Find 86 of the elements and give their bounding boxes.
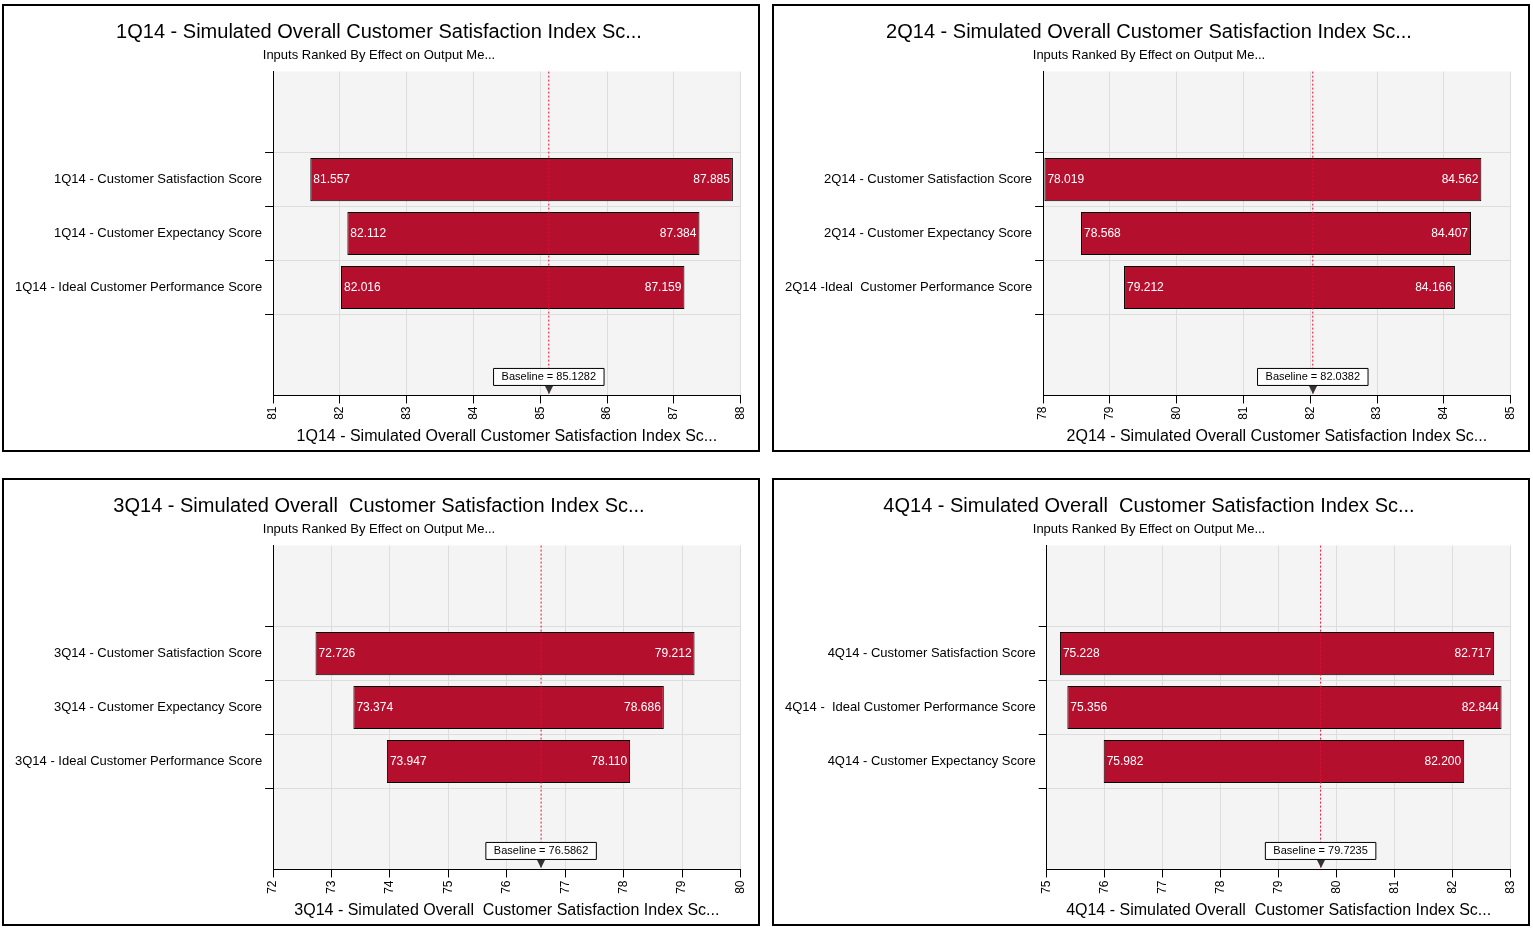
y-tick-label: 2Q14 - Customer Satisfaction Score — [824, 171, 1033, 187]
x-tick-label: 80 — [1168, 406, 1183, 420]
x-tick-label: 78 — [1035, 406, 1050, 420]
x-tick-label: 83 — [1369, 406, 1384, 420]
x-axis-title: 1Q14 - Simulated Overall Customer Satisfaction Index Sc... — [116, 19, 642, 42]
y-tick-label: 3Q14 - Customer Expectancy Score — [54, 699, 263, 715]
annotation: 78.110 — [591, 753, 628, 768]
chart-subtitle: Inputs Ranked By Effect on Output Me... — [262, 521, 496, 537]
annotation: 75.356 — [1070, 699, 1108, 714]
x-tick-label: 78 — [616, 880, 631, 894]
x-tick-label: 79 — [674, 880, 689, 894]
annotation: 81.557 — [313, 171, 351, 186]
y-tick-label: 2Q14 -Ideal Customer Performance Score — [785, 279, 1033, 295]
x-tick-label: 81 — [1386, 880, 1401, 894]
x-tick-label: 86 — [599, 406, 614, 420]
annotation: 78.568 — [1084, 225, 1122, 240]
ref-line-label: Baseline = 85.1282 — [501, 370, 597, 383]
annotation: 78.686 — [624, 699, 662, 714]
y-tick-label: 1Q14 - Customer Satisfaction Score — [54, 171, 263, 187]
x-tick-label: 83 — [1502, 880, 1517, 894]
x-tick-label: 88 — [732, 406, 747, 420]
chart-subtitle: Inputs Ranked By Effect on Output Me... — [262, 47, 496, 63]
text: 2Q14 - Simulated Overall Customer Satisfaction Index Sc... — [1066, 426, 1488, 444]
x-tick-label: 85 — [532, 406, 547, 420]
annotation: 87.159 — [644, 279, 682, 294]
x-tick-label: 80 — [732, 880, 747, 894]
x-tick-label: 80 — [1328, 880, 1343, 894]
annotation: 79.212 — [654, 645, 692, 660]
annotation: 87.885 — [693, 171, 731, 186]
annotation: 79.212 — [1127, 279, 1165, 294]
x-tick-label: 82 — [1302, 406, 1317, 420]
x-tick-label: 84 — [465, 406, 480, 420]
x-tick-label: 83 — [398, 406, 413, 420]
annotation: 75.982 — [1106, 753, 1144, 768]
x-tick-label: 76 — [499, 880, 514, 894]
x-tick-label: 77 — [1155, 880, 1169, 894]
y-tick-label: 1Q14 - Customer Expectancy Score — [54, 225, 263, 241]
annotation: 82.200 — [1424, 753, 1462, 768]
x-tick-label: 77 — [557, 880, 572, 894]
text: 3Q14 - Simulated Overall Customer Satisfaction Index Sc... — [294, 900, 720, 918]
x-tick-label: 75 — [1039, 880, 1054, 894]
annotation: 87.384 — [659, 225, 697, 240]
x-tick-label: 79 — [1102, 406, 1117, 420]
chart-subtitle: Inputs Ranked By Effect on Output Me... — [1032, 47, 1266, 63]
annotation: 84.407 — [1431, 225, 1469, 240]
x-tick-label: 73 — [323, 880, 338, 894]
x-tick-label: 81 — [265, 406, 280, 420]
y-tick-label: 3Q14 - Ideal Customer Performance Score — [15, 753, 263, 769]
y-tick-label: 4Q14 - Ideal Customer Performance Score — [784, 699, 1036, 715]
x-tick-label: 79 — [1270, 880, 1285, 894]
y-tick-label: 1Q14 - Ideal Customer Performance Score — [15, 279, 263, 295]
annotation: 82.717 — [1454, 645, 1492, 660]
x-tick-label: 82 — [1444, 880, 1459, 894]
annotation: 84.562 — [1441, 171, 1479, 186]
text: 1Q14 - Simulated Overall Customer Satisfaction Index Sc... — [296, 426, 718, 444]
annotation: 78.019 — [1047, 171, 1085, 186]
x-axis-title: 3Q14 - Simulated Overall Customer Satisfaction Index Sc... — [113, 493, 645, 516]
annotation: 84.166 — [1415, 279, 1453, 294]
x-tick-label: 76 — [1097, 880, 1112, 894]
x-tick-label: 74 — [382, 880, 397, 894]
x-tick-label: 87 — [666, 406, 681, 420]
annotation: 82.844 — [1461, 699, 1499, 714]
ref-line-label: Baseline = 76.5862 — [493, 844, 589, 857]
y-tick-label: 4Q14 - Customer Satisfaction Score — [827, 645, 1036, 661]
x-tick-label: 78 — [1212, 880, 1227, 894]
ref-line-label: Baseline = 82.0382 — [1265, 370, 1361, 383]
annotation: 82.112 — [350, 225, 387, 240]
annotation: 72.726 — [318, 645, 356, 660]
annotation: 75.228 — [1062, 645, 1100, 660]
annotation: 82.016 — [343, 279, 381, 294]
y-tick-label: 2Q14 - Customer Expectancy Score — [824, 225, 1033, 241]
x-tick-label: 84 — [1436, 406, 1451, 420]
annotation: 73.947 — [389, 753, 427, 768]
x-axis-title: 4Q14 - Simulated Overall Customer Satisfaction Index Sc... — [883, 493, 1415, 516]
x-tick-label: 85 — [1502, 406, 1517, 420]
y-tick-label: 4Q14 - Customer Expectancy Score — [827, 753, 1036, 769]
chart-subtitle: Inputs Ranked By Effect on Output Me... — [1032, 521, 1266, 537]
annotation: 73.374 — [356, 699, 394, 714]
text: 4Q14 - Simulated Overall Customer Satisfaction Index Sc... — [1066, 900, 1492, 918]
ref-line-label: Baseline = 79.7235 — [1273, 844, 1368, 857]
x-tick-label: 81 — [1235, 406, 1250, 420]
x-tick-label: 72 — [265, 880, 280, 894]
x-tick-label: 82 — [332, 406, 347, 420]
x-tick-label: 75 — [440, 880, 455, 894]
y-tick-label: 3Q14 - Customer Satisfaction Score — [54, 645, 263, 661]
x-axis-title: 2Q14 - Simulated Overall Customer Satisfaction Index Sc... — [886, 19, 1412, 42]
